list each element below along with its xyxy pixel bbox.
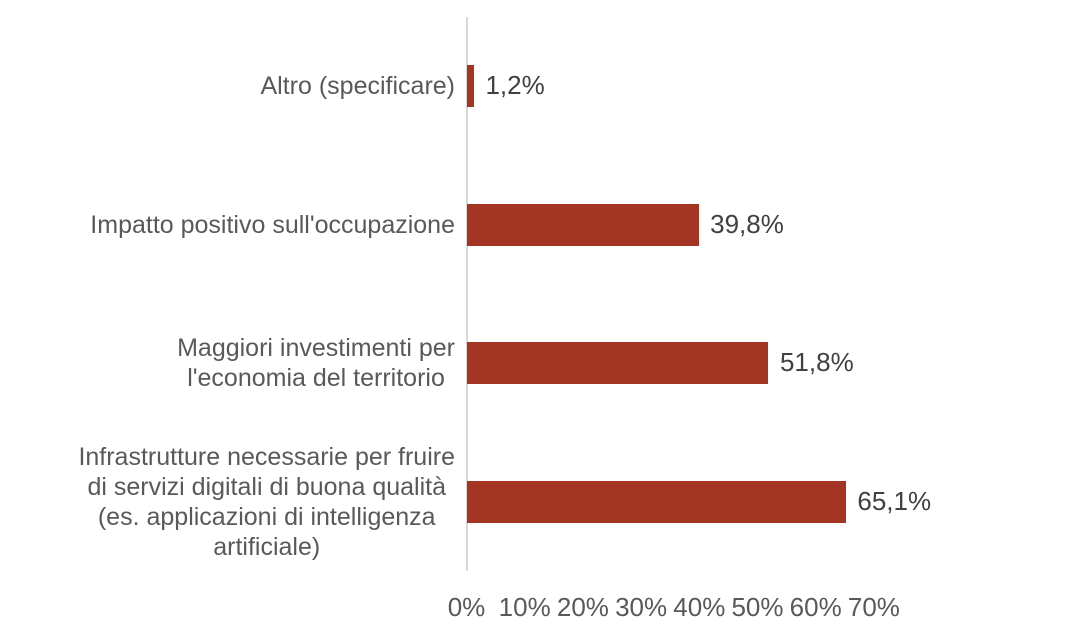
category-label: Maggiori investimenti per l'economia del…: [177, 334, 455, 393]
bar: [467, 480, 846, 523]
x-tick-label: 20%: [556, 592, 609, 622]
x-tick-label: 0%: [447, 592, 486, 622]
category-label: Impatto positivo sull'occupazione: [90, 210, 455, 239]
value-label: 1,2%: [485, 70, 545, 101]
y-axis-line: [466, 17, 468, 571]
category-label: Infrastrutture necessarie per fruire di …: [78, 442, 455, 561]
x-tick-label: 10%: [498, 592, 551, 622]
value-label: 51,8%: [779, 347, 854, 378]
bar: [467, 203, 699, 246]
x-tick-label: 30%: [615, 592, 668, 622]
x-tick-label: 60%: [789, 592, 842, 622]
category-label: Altro (specificare): [260, 72, 456, 101]
x-tick-label: 70%: [847, 592, 900, 622]
value-label: 65,1%: [857, 485, 932, 516]
x-tick-label: 40%: [673, 592, 726, 622]
bar: [467, 342, 769, 385]
bar: [467, 65, 474, 108]
value-label: 39,8%: [710, 208, 784, 239]
x-tick-label: 50%: [731, 592, 784, 622]
